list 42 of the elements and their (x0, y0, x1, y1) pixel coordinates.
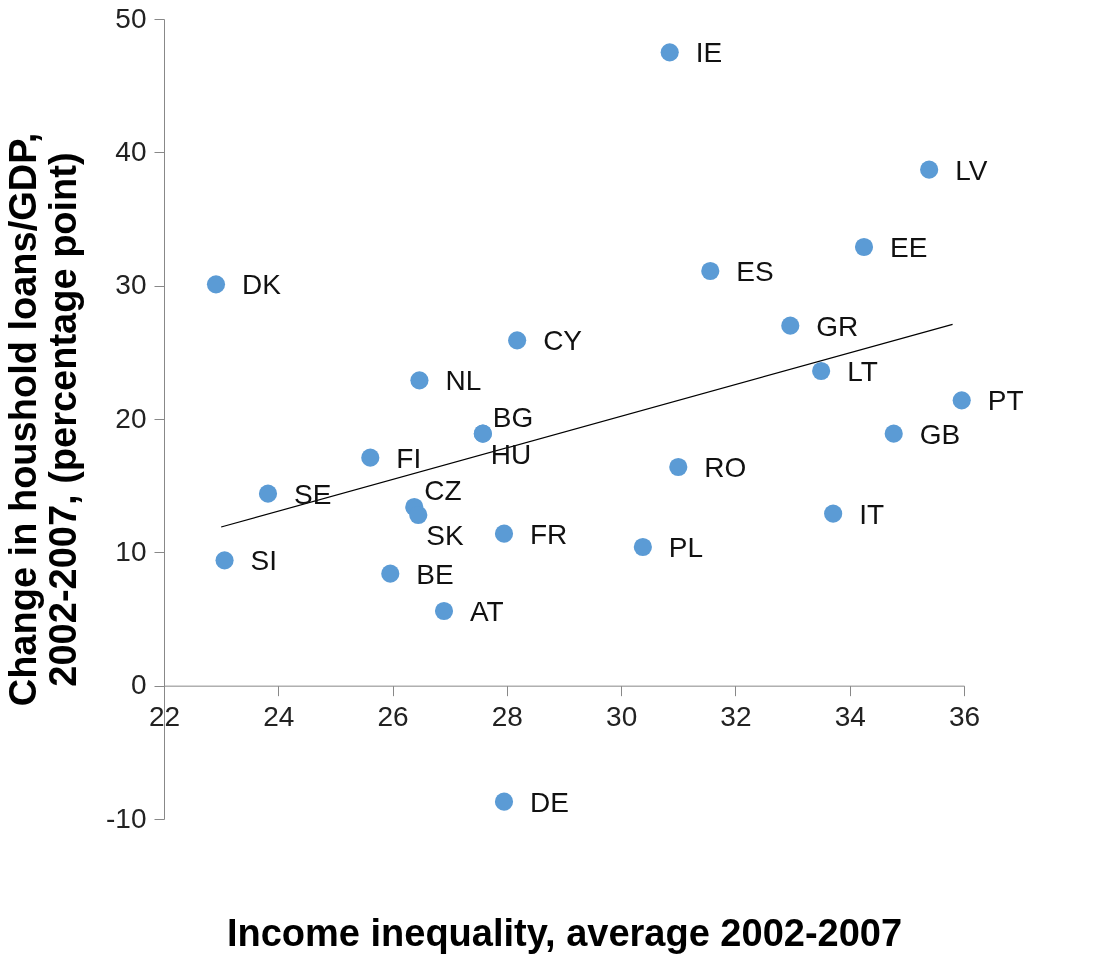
annotation: IT (859, 498, 885, 530)
annotation: NL (445, 365, 482, 397)
annotation: IE (695, 37, 723, 69)
x-tick-label: 34 (834, 701, 866, 733)
annotation: PT (987, 385, 1024, 417)
y-tick-label: 20 (115, 402, 147, 434)
annotation: CY (543, 325, 583, 357)
x-tick-label: 28 (491, 701, 523, 733)
annotation: LT (847, 356, 878, 387)
y-tick-label: 0 (130, 669, 147, 701)
x-tick-label: 24 (263, 701, 295, 733)
annotation: RO (704, 452, 747, 483)
annotation: EE (890, 232, 928, 263)
annotation: GB (919, 418, 961, 450)
annotation: FR (530, 518, 568, 550)
annotation: LV (955, 154, 988, 186)
annotation: ES (736, 256, 774, 287)
x-tick-label: 26 (377, 701, 409, 733)
annotation: PL (668, 532, 704, 563)
y-tick-label: -10 (106, 802, 147, 834)
annotation: BG (492, 401, 534, 433)
x-tick-label: 36 (948, 701, 981, 733)
annotation: BE (416, 558, 454, 590)
annotation: GR (816, 310, 859, 342)
annotation: HU (490, 438, 532, 470)
x-tick-label: 22 (148, 701, 181, 733)
y-tick-label: 50 (115, 2, 147, 34)
annotation: AT (470, 596, 504, 627)
y-tick-label: 30 (115, 269, 147, 301)
x-tick-label: 32 (720, 701, 752, 733)
annotation: FI (396, 442, 422, 474)
y-axis-title: Change in houshold loans/GDP, 2002-2007, (percentage point) (2, 132, 85, 707)
annotation: DK (242, 269, 282, 301)
annotation: SE (294, 478, 332, 510)
annotation: SI (250, 545, 278, 577)
annotation: SK (426, 520, 464, 551)
annotation: DE (530, 786, 569, 818)
y-tick-label: 10 (115, 535, 147, 567)
x-axis-title: Income inequality, average 2002-2007 (226, 911, 903, 954)
y-tick-label: 40 (115, 135, 147, 167)
x-tick-label: 30 (606, 701, 638, 733)
annotation: CZ (424, 475, 462, 506)
